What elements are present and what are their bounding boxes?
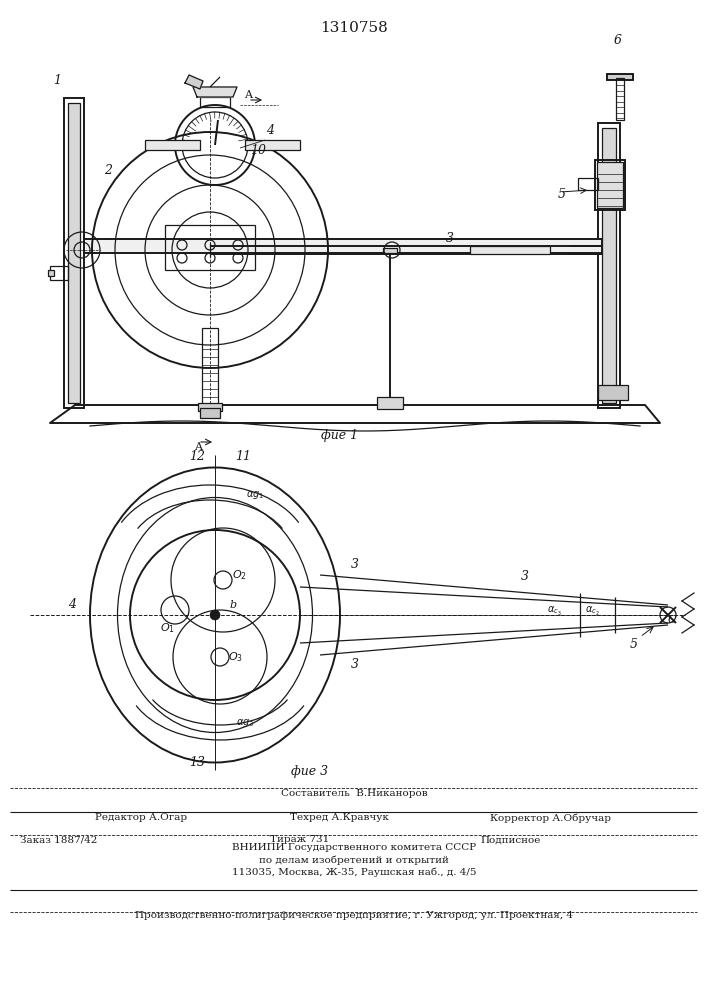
Text: 4: 4 — [266, 123, 274, 136]
Bar — [607, 74, 633, 80]
Text: C: C — [667, 615, 677, 625]
Text: 113035, Москва, Ж-35, Раушская наб., д. 4/5: 113035, Москва, Ж-35, Раушская наб., д. … — [232, 867, 477, 877]
Bar — [595, 160, 625, 210]
Text: $\alpha_{c_3}$: $\alpha_{c_3}$ — [547, 604, 561, 618]
Bar — [84, 239, 602, 253]
Bar — [145, 140, 200, 150]
Text: Корректор А.Обручар: Корректор А.Обручар — [490, 813, 611, 823]
Text: 1310758: 1310758 — [320, 21, 388, 35]
Text: $\alpha_{c_2}$: $\alpha_{c_2}$ — [585, 604, 600, 618]
Text: 1: 1 — [53, 74, 61, 87]
Polygon shape — [185, 75, 203, 89]
Text: 3: 3 — [351, 658, 359, 672]
Bar — [245, 140, 300, 150]
Text: Техред А.Кравчук: Техред А.Кравчук — [290, 814, 389, 822]
Text: $\alpha g_1$: $\alpha g_1$ — [246, 489, 264, 501]
Text: 3: 3 — [351, 558, 359, 572]
Bar — [202, 328, 218, 408]
Bar — [50, 266, 68, 280]
Bar — [198, 403, 222, 411]
Bar — [598, 385, 628, 400]
Text: Заказ 1887/42: Заказ 1887/42 — [20, 836, 98, 844]
Polygon shape — [193, 87, 237, 97]
Text: 5: 5 — [630, 639, 638, 652]
Text: $\alpha g_3$: $\alpha g_3$ — [236, 717, 255, 729]
Bar — [602, 128, 616, 403]
Text: 4: 4 — [68, 598, 76, 611]
Text: 3: 3 — [521, 570, 529, 584]
Bar — [200, 97, 230, 107]
Text: по делам изобретений и открытий: по делам изобретений и открытий — [259, 855, 449, 865]
Bar — [200, 408, 220, 418]
Text: Редактор А.Огар: Редактор А.Огар — [95, 814, 187, 822]
Polygon shape — [50, 405, 660, 423]
Text: фие 3: фие 3 — [291, 766, 329, 778]
Text: $O_1$: $O_1$ — [160, 621, 175, 635]
Text: 11: 11 — [235, 450, 251, 464]
Text: Тираж 731: Тираж 731 — [270, 836, 329, 844]
Text: Составитель  В.Никаноров: Составитель В.Никаноров — [281, 788, 427, 798]
Bar — [68, 103, 80, 403]
Bar — [64, 98, 84, 408]
Text: 12: 12 — [189, 450, 205, 464]
Text: 6: 6 — [614, 33, 622, 46]
Bar — [616, 78, 624, 120]
Text: 3: 3 — [446, 232, 454, 244]
Text: Производственно-полиграфическое предприятие, г. Ужгород, ул. Проектная, 4: Производственно-полиграфическое предприя… — [135, 912, 573, 920]
Bar — [578, 178, 598, 190]
Circle shape — [210, 610, 220, 620]
Bar — [377, 397, 403, 409]
Bar — [597, 162, 623, 208]
Bar — [165, 225, 255, 270]
Text: ВНИИПИ Государственного комитета СССР: ВНИИПИ Государственного комитета СССР — [232, 844, 476, 852]
Text: $O_2$: $O_2$ — [232, 568, 247, 582]
Text: 10: 10 — [250, 143, 266, 156]
Bar — [383, 248, 397, 253]
Bar — [598, 123, 620, 408]
Text: A: A — [244, 90, 252, 100]
Text: Подписное: Подписное — [480, 836, 540, 844]
Bar — [470, 246, 550, 254]
Text: 2: 2 — [104, 163, 112, 176]
Text: $O_3$: $O_3$ — [228, 650, 243, 664]
Bar — [48, 270, 54, 276]
Text: A: A — [194, 442, 202, 452]
Text: фие 1: фие 1 — [322, 428, 358, 442]
Text: 13: 13 — [189, 756, 205, 770]
Text: b: b — [230, 600, 237, 610]
Text: 5: 5 — [558, 188, 566, 200]
